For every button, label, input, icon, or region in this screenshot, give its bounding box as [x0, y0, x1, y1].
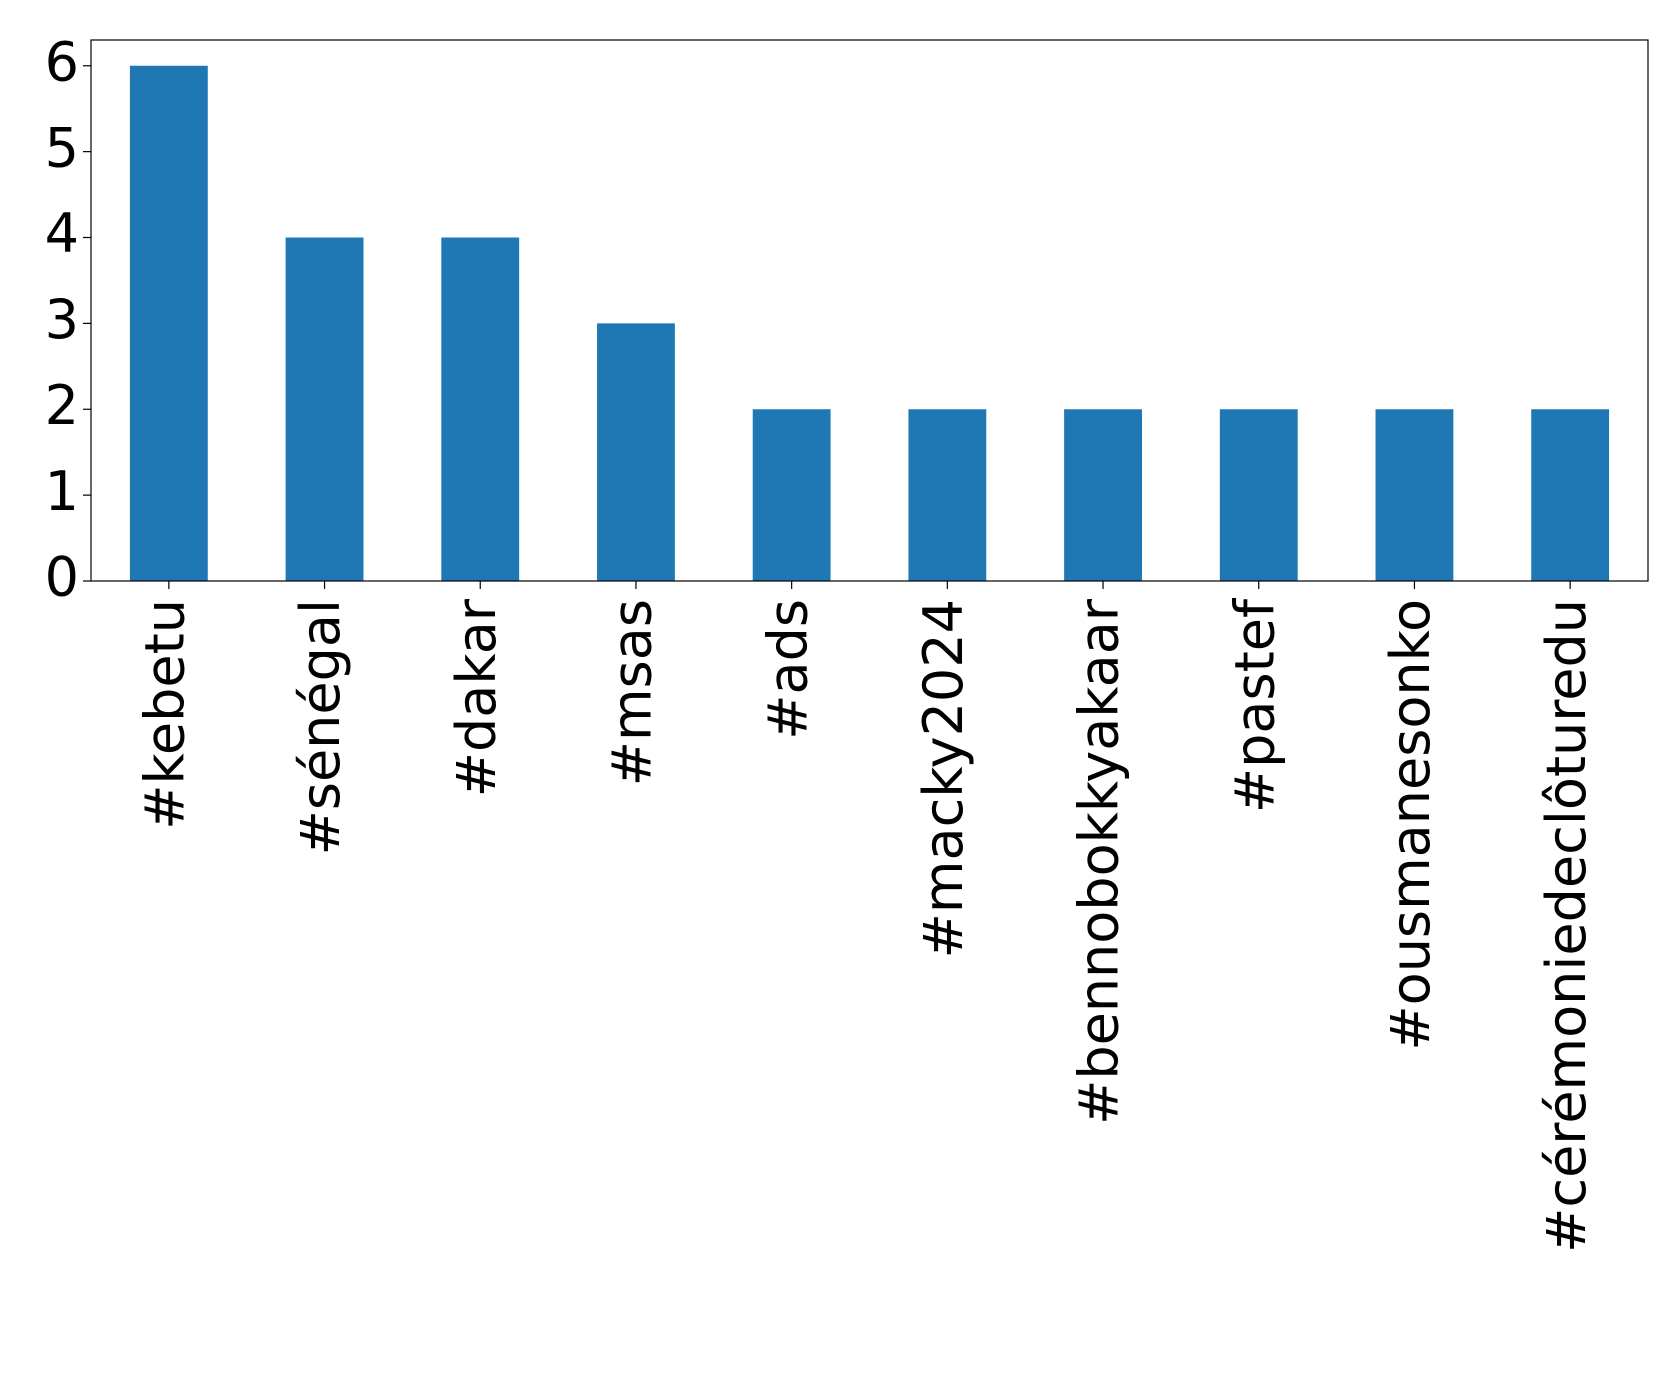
- x-tick-label: #sénégal: [289, 599, 352, 855]
- bar: [908, 409, 987, 581]
- x-tick-label: #dakar: [445, 598, 508, 797]
- x-tick-label: #msas: [601, 599, 664, 786]
- bar: [285, 237, 364, 581]
- y-tick-label: 2: [45, 374, 79, 437]
- y-tick-label: 6: [45, 30, 79, 93]
- plot-frame: [90, 39, 1649, 582]
- bar: [441, 237, 520, 581]
- x-tick-label: #ads: [756, 599, 819, 740]
- y-tick-label: 3: [45, 288, 79, 351]
- bar: [1375, 409, 1454, 581]
- x-tick-label: #ousmanesonko: [1379, 599, 1442, 1051]
- bar: [1064, 409, 1142, 581]
- x-tick-label: #macky2024: [912, 599, 975, 958]
- y-tick-label: 5: [45, 116, 79, 179]
- y-tick-label: 1: [45, 460, 79, 523]
- bar: [1219, 409, 1298, 581]
- x-tick-label: #cérémoniedeclôturedu: [1535, 599, 1598, 1253]
- bar: [597, 323, 675, 581]
- bar: [1531, 409, 1610, 581]
- y-tick-label: 0: [45, 546, 79, 609]
- x-tick-label: #bennobokkyakaar: [1068, 598, 1131, 1125]
- y-tick-label: 4: [45, 202, 79, 265]
- x-tick-label: #pastef: [1223, 597, 1286, 813]
- bar: [129, 65, 208, 581]
- bar: [752, 409, 831, 581]
- x-tick-label: #kebetu: [133, 599, 196, 830]
